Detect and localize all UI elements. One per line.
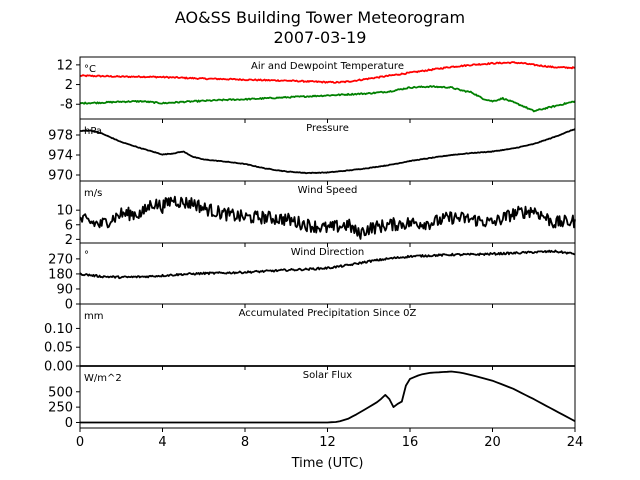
y-tick-label: 974: [48, 149, 73, 164]
series-line-3-1: [79, 195, 576, 240]
y-tick-label: 6: [65, 218, 73, 233]
series-line-1-2: [79, 85, 576, 113]
series-line-2-1: [79, 128, 576, 175]
y-tick-label: 978: [48, 129, 73, 144]
panel-unit: W/m^2: [84, 373, 122, 384]
x-tick-label: 12: [319, 435, 336, 450]
panel-unit: °C: [84, 64, 96, 75]
x-tick-label: 0: [76, 435, 84, 450]
panel-unit: hPa: [84, 126, 102, 137]
y-tick-label: 180: [48, 267, 73, 282]
panel-title: Air and Dewpoint Temperature: [251, 61, 404, 72]
chart-subtitle: 2007-03-19: [273, 28, 367, 47]
y-tick-label: 500: [48, 385, 73, 400]
y-tick-label: 250: [48, 401, 73, 416]
y-tick-label: 0.00: [44, 360, 73, 375]
y-tick-label: 970: [48, 169, 73, 184]
panel-unit: mm: [84, 311, 103, 322]
panel-title: Wind Direction: [291, 247, 365, 258]
y-tick-label: -8: [60, 98, 73, 113]
series-line-4-1: [79, 249, 576, 280]
panel-unit: m/s: [84, 188, 102, 199]
y-tick-label: 0: [65, 416, 73, 431]
y-tick-label: 2: [65, 233, 73, 248]
x-tick-label: 16: [402, 435, 419, 450]
y-tick-label: 90: [56, 282, 73, 297]
x-tick-label: 4: [158, 435, 166, 450]
y-tick-label: 12: [56, 58, 73, 73]
series-line-1-1: [79, 61, 576, 84]
y-tick-label: 0.10: [44, 322, 73, 337]
series-line-6-1: [80, 370, 576, 424]
chart-title: AO&SS Building Tower Meteorogram: [174, 8, 466, 27]
panel-title: Accumulated Precipitation Since 0Z: [239, 308, 417, 319]
y-tick-label: 0.05: [44, 341, 73, 356]
panel-5: 0.10 0.05 0.00 Accumulated Precipitation Si…: [44, 303, 576, 375]
panel-unit: °: [84, 250, 89, 261]
panel-2: 978 974 970 Pressure hPa: [48, 118, 576, 185]
panel-title: Pressure: [306, 123, 349, 134]
panel-title: Solar Flux: [303, 370, 353, 381]
x-axis-label: Time (UTC): [291, 456, 364, 471]
y-tick-label: 2: [65, 78, 73, 93]
x-tick-label: 24: [567, 435, 584, 450]
panel-title: Wind Speed: [298, 185, 358, 196]
panel-1: 12 2 -8 Air and Dewpoint Temperature °C: [56, 56, 576, 123]
y-tick-label: 10: [56, 204, 73, 219]
x-tick-label: 8: [241, 435, 249, 450]
y-tick-label: 0: [65, 298, 73, 313]
x-tick-label: 20: [484, 435, 501, 450]
y-tick-label: 270: [48, 252, 73, 267]
